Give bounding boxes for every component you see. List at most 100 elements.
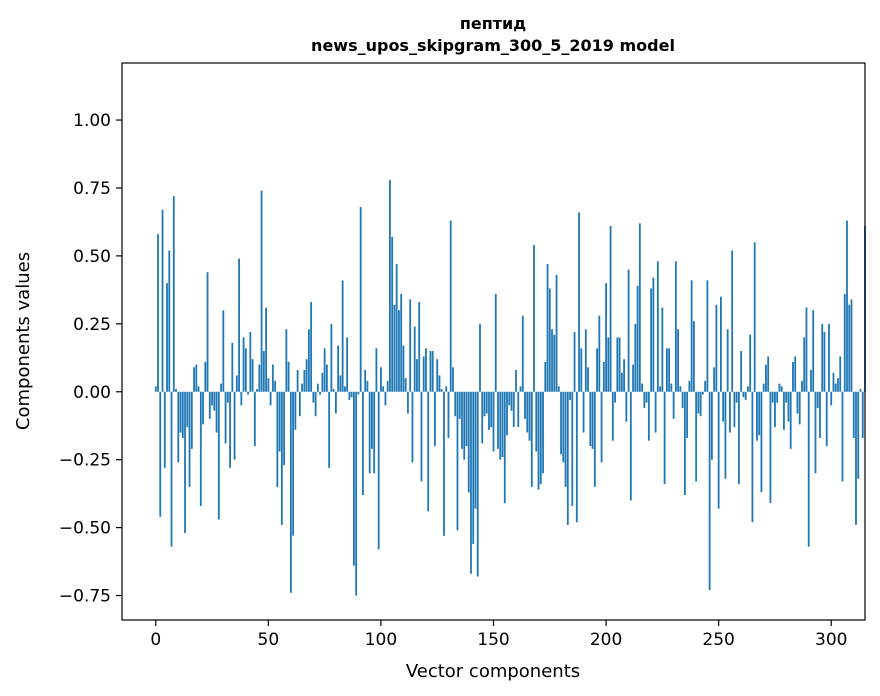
bar-268 bbox=[758, 391, 761, 436]
bar-55 bbox=[278, 391, 281, 452]
bar-154 bbox=[501, 391, 504, 457]
bar-233 bbox=[679, 386, 682, 392]
bar-302 bbox=[834, 383, 837, 392]
bar-204 bbox=[614, 391, 616, 403]
bar-40 bbox=[244, 348, 247, 392]
bar-258 bbox=[735, 391, 738, 403]
bar-238 bbox=[690, 280, 693, 392]
bar-295 bbox=[819, 391, 821, 438]
bar-15 bbox=[188, 391, 191, 487]
bar-166 bbox=[528, 391, 531, 441]
bar-57 bbox=[283, 391, 286, 466]
bar-284 bbox=[794, 356, 797, 392]
bar-290 bbox=[807, 391, 810, 547]
bar-174 bbox=[546, 264, 549, 392]
bar-114 bbox=[411, 391, 414, 463]
bar-184 bbox=[569, 391, 571, 400]
bar-137 bbox=[463, 391, 466, 460]
bar-256 bbox=[731, 250, 734, 392]
bar-133 bbox=[454, 391, 457, 417]
bar-42 bbox=[249, 331, 252, 392]
bar-211 bbox=[629, 391, 632, 501]
bar-89 bbox=[355, 391, 358, 596]
bar-84 bbox=[344, 386, 346, 392]
bar-167 bbox=[530, 391, 533, 487]
bar-102 bbox=[384, 391, 387, 406]
bar-85 bbox=[346, 337, 349, 392]
bar-191 bbox=[584, 329, 587, 392]
bar-111 bbox=[404, 378, 407, 392]
bar-264 bbox=[749, 334, 752, 392]
bar-34 bbox=[231, 342, 234, 392]
y-axis-ticks: −0.75 −0.50 −0.25 0.00 0.25 0.50 0.75 1.00 bbox=[59, 111, 122, 607]
bar-245 bbox=[706, 280, 709, 392]
bar-103 bbox=[386, 380, 389, 392]
bar-14 bbox=[186, 391, 189, 428]
bar-266 bbox=[753, 242, 756, 392]
bar-242 bbox=[699, 391, 702, 417]
bar-294 bbox=[816, 391, 819, 409]
bar-314 bbox=[861, 391, 864, 438]
bar-95 bbox=[368, 391, 371, 474]
bar-226 bbox=[663, 391, 666, 485]
bar-181 bbox=[562, 391, 565, 463]
bar-61 bbox=[292, 391, 295, 536]
bar-83 bbox=[341, 280, 344, 392]
bar-112 bbox=[407, 391, 409, 414]
bar-130 bbox=[447, 391, 450, 438]
y-tick-label: 0.75 bbox=[73, 179, 111, 199]
bar-212 bbox=[632, 364, 634, 392]
bar-224 bbox=[659, 386, 662, 392]
bar-273 bbox=[769, 391, 772, 504]
bar-101 bbox=[382, 386, 385, 392]
bar-164 bbox=[524, 391, 526, 419]
bar-179 bbox=[557, 386, 560, 392]
bar-4 bbox=[163, 391, 166, 468]
bar-50 bbox=[267, 378, 270, 392]
bar-96 bbox=[371, 391, 373, 449]
bar-88 bbox=[353, 391, 355, 566]
bar-301 bbox=[832, 372, 835, 392]
bar-72 bbox=[316, 383, 319, 392]
bar-205 bbox=[616, 337, 619, 392]
bar-220 bbox=[650, 288, 653, 392]
bar-272 bbox=[767, 356, 770, 392]
bar-250 bbox=[717, 391, 720, 509]
bar-215 bbox=[638, 223, 641, 392]
plot-frame bbox=[121, 62, 866, 621]
bar-160 bbox=[515, 370, 517, 392]
bar-262 bbox=[744, 391, 747, 400]
bar-144 bbox=[479, 323, 481, 392]
bar-241 bbox=[697, 391, 700, 414]
bar-109 bbox=[400, 293, 403, 392]
bar-182 bbox=[564, 391, 567, 487]
bar-225 bbox=[661, 307, 664, 392]
bar-202 bbox=[609, 226, 612, 392]
bar-169 bbox=[535, 391, 538, 452]
bar-300 bbox=[830, 391, 833, 406]
bar-93 bbox=[364, 370, 367, 392]
bar-291 bbox=[810, 370, 812, 392]
y-tick-label: −0.25 bbox=[59, 451, 111, 471]
bar-185 bbox=[571, 391, 574, 506]
chart-title-line-2: news_upos_skipgram_300_5_2019 model bbox=[311, 36, 675, 55]
bar-149 bbox=[490, 391, 493, 428]
bar-270 bbox=[762, 383, 765, 392]
bar-209 bbox=[625, 391, 628, 422]
x-tick-label: 300 bbox=[815, 630, 847, 650]
bar-53 bbox=[274, 380, 276, 392]
bar-232 bbox=[677, 329, 680, 392]
bar-203 bbox=[611, 391, 614, 441]
bar-105 bbox=[391, 236, 394, 392]
bar-75 bbox=[323, 348, 326, 392]
bar-235 bbox=[683, 391, 686, 496]
bar-41 bbox=[247, 391, 249, 395]
bar-280 bbox=[785, 391, 788, 403]
bar-177 bbox=[553, 334, 556, 392]
bar-279 bbox=[783, 391, 785, 430]
bar-237 bbox=[688, 380, 691, 392]
bar-60 bbox=[289, 391, 292, 593]
x-tick-label: 250 bbox=[702, 630, 734, 650]
bar-192 bbox=[587, 367, 589, 392]
